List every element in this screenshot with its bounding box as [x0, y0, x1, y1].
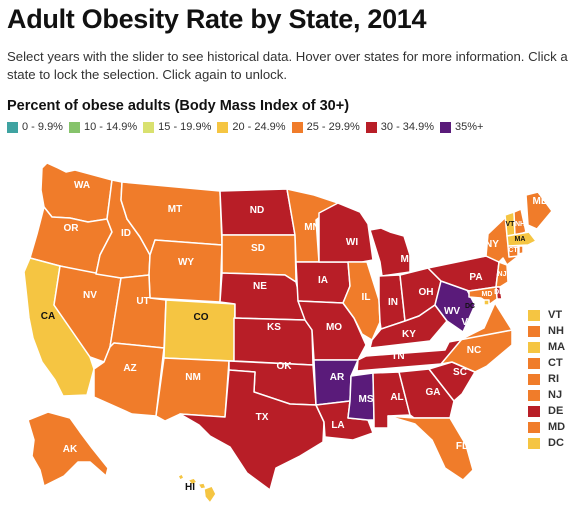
- legend-item-10-14[interactable]: 10 - 14.9%: [68, 121, 138, 133]
- legend-item-25-29[interactable]: 25 - 29.9%: [291, 121, 360, 133]
- legend-swatch: [291, 121, 303, 133]
- legend-label: 30 - 34.9%: [380, 121, 434, 133]
- legend-swatch: [365, 121, 377, 133]
- state-dc[interactable]: [483, 299, 490, 306]
- state-abbr: RI: [548, 373, 559, 385]
- legend-label: 15 - 19.9%: [158, 121, 212, 133]
- state-hi[interactable]: [177, 473, 217, 504]
- us-map: WA OR CA NV ID MT WY UT AZ CO NM ND SD NE KS OK TX MN IA MO…: [0, 140, 577, 521]
- state-wi[interactable]: [318, 202, 374, 263]
- state-va[interactable]: [437, 302, 513, 345]
- state-abbr: MD: [548, 421, 566, 433]
- state-abbr: DE: [548, 405, 564, 417]
- state-swatch: [528, 421, 540, 433]
- state-wa[interactable]: [40, 162, 113, 223]
- legend-label: 25 - 29.9%: [306, 121, 360, 133]
- state-az[interactable]: [93, 342, 165, 417]
- state-ct[interactable]: [507, 245, 519, 258]
- legend-label: 35%+: [454, 121, 484, 133]
- page-title: Adult Obesity Rate by State, 2014: [7, 4, 427, 34]
- state-abbr: NH: [548, 325, 564, 337]
- legend-swatch: [7, 121, 18, 133]
- state-md[interactable]: [468, 286, 498, 305]
- state-ri[interactable]: [518, 245, 524, 255]
- legend-swatch: [439, 121, 451, 133]
- state-abbr: VT: [548, 309, 563, 321]
- state-swatch: [528, 325, 540, 337]
- small-state-nj[interactable]: NJ: [528, 387, 565, 403]
- state-ia[interactable]: [295, 261, 351, 304]
- state-swatch: [528, 437, 540, 449]
- state-label-ri: RI: [524, 254, 531, 261]
- state-co[interactable]: [163, 299, 236, 362]
- small-states-legend: VT NH MA CT RI NJ DE MD DC: [528, 307, 565, 451]
- state-nj[interactable]: [495, 261, 509, 288]
- state-abbr: MA: [548, 341, 566, 353]
- state-abbr: CT: [548, 357, 563, 369]
- legend: 0 - 9.9% 10 - 14.9% 15 - 19.9% 20 - 24.9…: [7, 121, 489, 133]
- state-swatch: [528, 373, 540, 385]
- small-state-ct[interactable]: CT: [528, 355, 565, 371]
- state-me[interactable]: [525, 191, 553, 230]
- state-il[interactable]: [342, 261, 381, 341]
- legend-item-15-19[interactable]: 15 - 19.9%: [143, 121, 211, 133]
- state-nd[interactable]: [219, 188, 296, 236]
- legend-item-30-34[interactable]: 30 - 34.9%: [365, 121, 434, 133]
- state-abbr: NJ: [548, 389, 563, 401]
- small-state-dc[interactable]: DC: [528, 435, 565, 451]
- small-state-nh[interactable]: NH: [528, 323, 565, 339]
- state-ms[interactable]: [347, 372, 375, 421]
- legend-label: 0 - 9.9%: [22, 121, 63, 133]
- state-ks[interactable]: [233, 317, 314, 366]
- small-state-md[interactable]: MD: [528, 419, 565, 435]
- small-state-vt[interactable]: VT: [528, 307, 565, 323]
- small-state-ri[interactable]: RI: [528, 371, 565, 387]
- state-fl[interactable]: [387, 415, 474, 481]
- small-state-ma[interactable]: MA: [528, 339, 565, 355]
- legend-swatch: [68, 121, 80, 133]
- legend-swatch: [217, 121, 229, 133]
- legend-item-20-24[interactable]: 20 - 24.9%: [217, 121, 286, 133]
- state-abbr: DC: [548, 437, 564, 449]
- state-swatch: [528, 357, 540, 369]
- state-ak[interactable]: [27, 411, 109, 487]
- state-nm[interactable]: [155, 357, 230, 422]
- legend-item-0-9[interactable]: 0 - 9.9%: [7, 121, 63, 133]
- legend-label: 10 - 14.9%: [83, 121, 138, 133]
- state-wy[interactable]: [148, 239, 223, 303]
- legend-swatch: [143, 121, 155, 133]
- state-mn[interactable]: [286, 188, 339, 263]
- state-swatch: [528, 389, 540, 401]
- small-state-de[interactable]: DE: [528, 403, 565, 419]
- us-map-svg: WAORCANVIDMTWYUTAZCONMNDSDNEKSOKTXMNIAMO…: [23, 162, 553, 504]
- legend-label: 20 - 24.9%: [232, 121, 286, 133]
- legend-item-35-plus[interactable]: 35%+: [439, 121, 484, 133]
- state-swatch: [528, 405, 540, 417]
- state-swatch: [528, 341, 540, 353]
- state-nh[interactable]: [513, 208, 527, 237]
- page-subtitle: Select years with the slider to see hist…: [7, 49, 568, 82]
- state-swatch: [528, 309, 540, 321]
- state-mi[interactable]: [369, 227, 411, 277]
- legend-heading: Percent of obese adults (Body Mass Index…: [7, 98, 350, 114]
- state-tx[interactable]: [179, 369, 325, 491]
- state-ma[interactable]: [506, 231, 537, 247]
